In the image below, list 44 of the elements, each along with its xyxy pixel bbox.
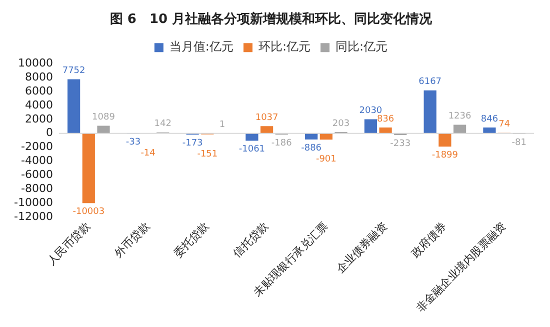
legend-label: 同比:亿元: [336, 40, 388, 54]
data-label: 142: [154, 119, 172, 130]
y-tick-label: 8000: [24, 70, 53, 84]
legend-label: 环比:亿元: [258, 40, 311, 54]
data-label: -151: [197, 149, 218, 160]
data-label: -233: [390, 138, 411, 149]
chart-title: 图 6 10 月社融各分项新增规模和环比、同比变化情况: [110, 11, 434, 28]
data-label: -33: [126, 137, 141, 148]
x-tick-label: 外币贷款: [112, 220, 152, 260]
data-label: 1236: [448, 112, 472, 122]
data-label: -1899: [432, 150, 458, 160]
y-tick-label: 2000: [24, 112, 53, 126]
y-tick-label: -6000: [20, 168, 53, 182]
data-label: 1089: [92, 112, 116, 123]
data-label: 1037: [255, 112, 278, 123]
x-tick-label: 政府债券: [408, 220, 450, 260]
data-label: 1: [219, 120, 226, 130]
data-label: 203: [332, 118, 350, 129]
y-tick-label: 6000: [24, 84, 53, 98]
y-tick-label: -10000: [14, 196, 53, 210]
legend-label: 当月值:亿元: [169, 40, 234, 54]
data-label: 7752: [62, 66, 86, 76]
y-tick-label: 0: [46, 126, 53, 140]
data-label: -14: [140, 148, 156, 158]
data-label: -901: [316, 154, 336, 165]
data-label: -81: [512, 138, 527, 148]
data-label: -173: [182, 138, 203, 148]
x-tick-label: 委托贷款: [171, 220, 212, 260]
y-tick-label: -8000: [20, 182, 53, 196]
data-label: 2030: [359, 106, 382, 116]
x-tick-label: 信托贷款: [230, 220, 271, 260]
y-tick-label: -4000: [20, 154, 53, 168]
data-label: -886: [301, 143, 322, 154]
y-tick-label: 10000: [18, 56, 53, 70]
data-label: 846: [480, 114, 498, 124]
y-tick-label: -2000: [20, 140, 53, 154]
data-label: 836: [376, 114, 394, 124]
data-label: -186: [271, 138, 292, 149]
data-label: -1061: [238, 144, 266, 155]
data-label: -10003: [72, 207, 105, 218]
y-tick-label: 4000: [24, 98, 53, 112]
x-tick-label: 企业债券融资: [334, 220, 390, 276]
data-label: 74: [498, 120, 510, 130]
data-label: 6167: [418, 77, 442, 88]
